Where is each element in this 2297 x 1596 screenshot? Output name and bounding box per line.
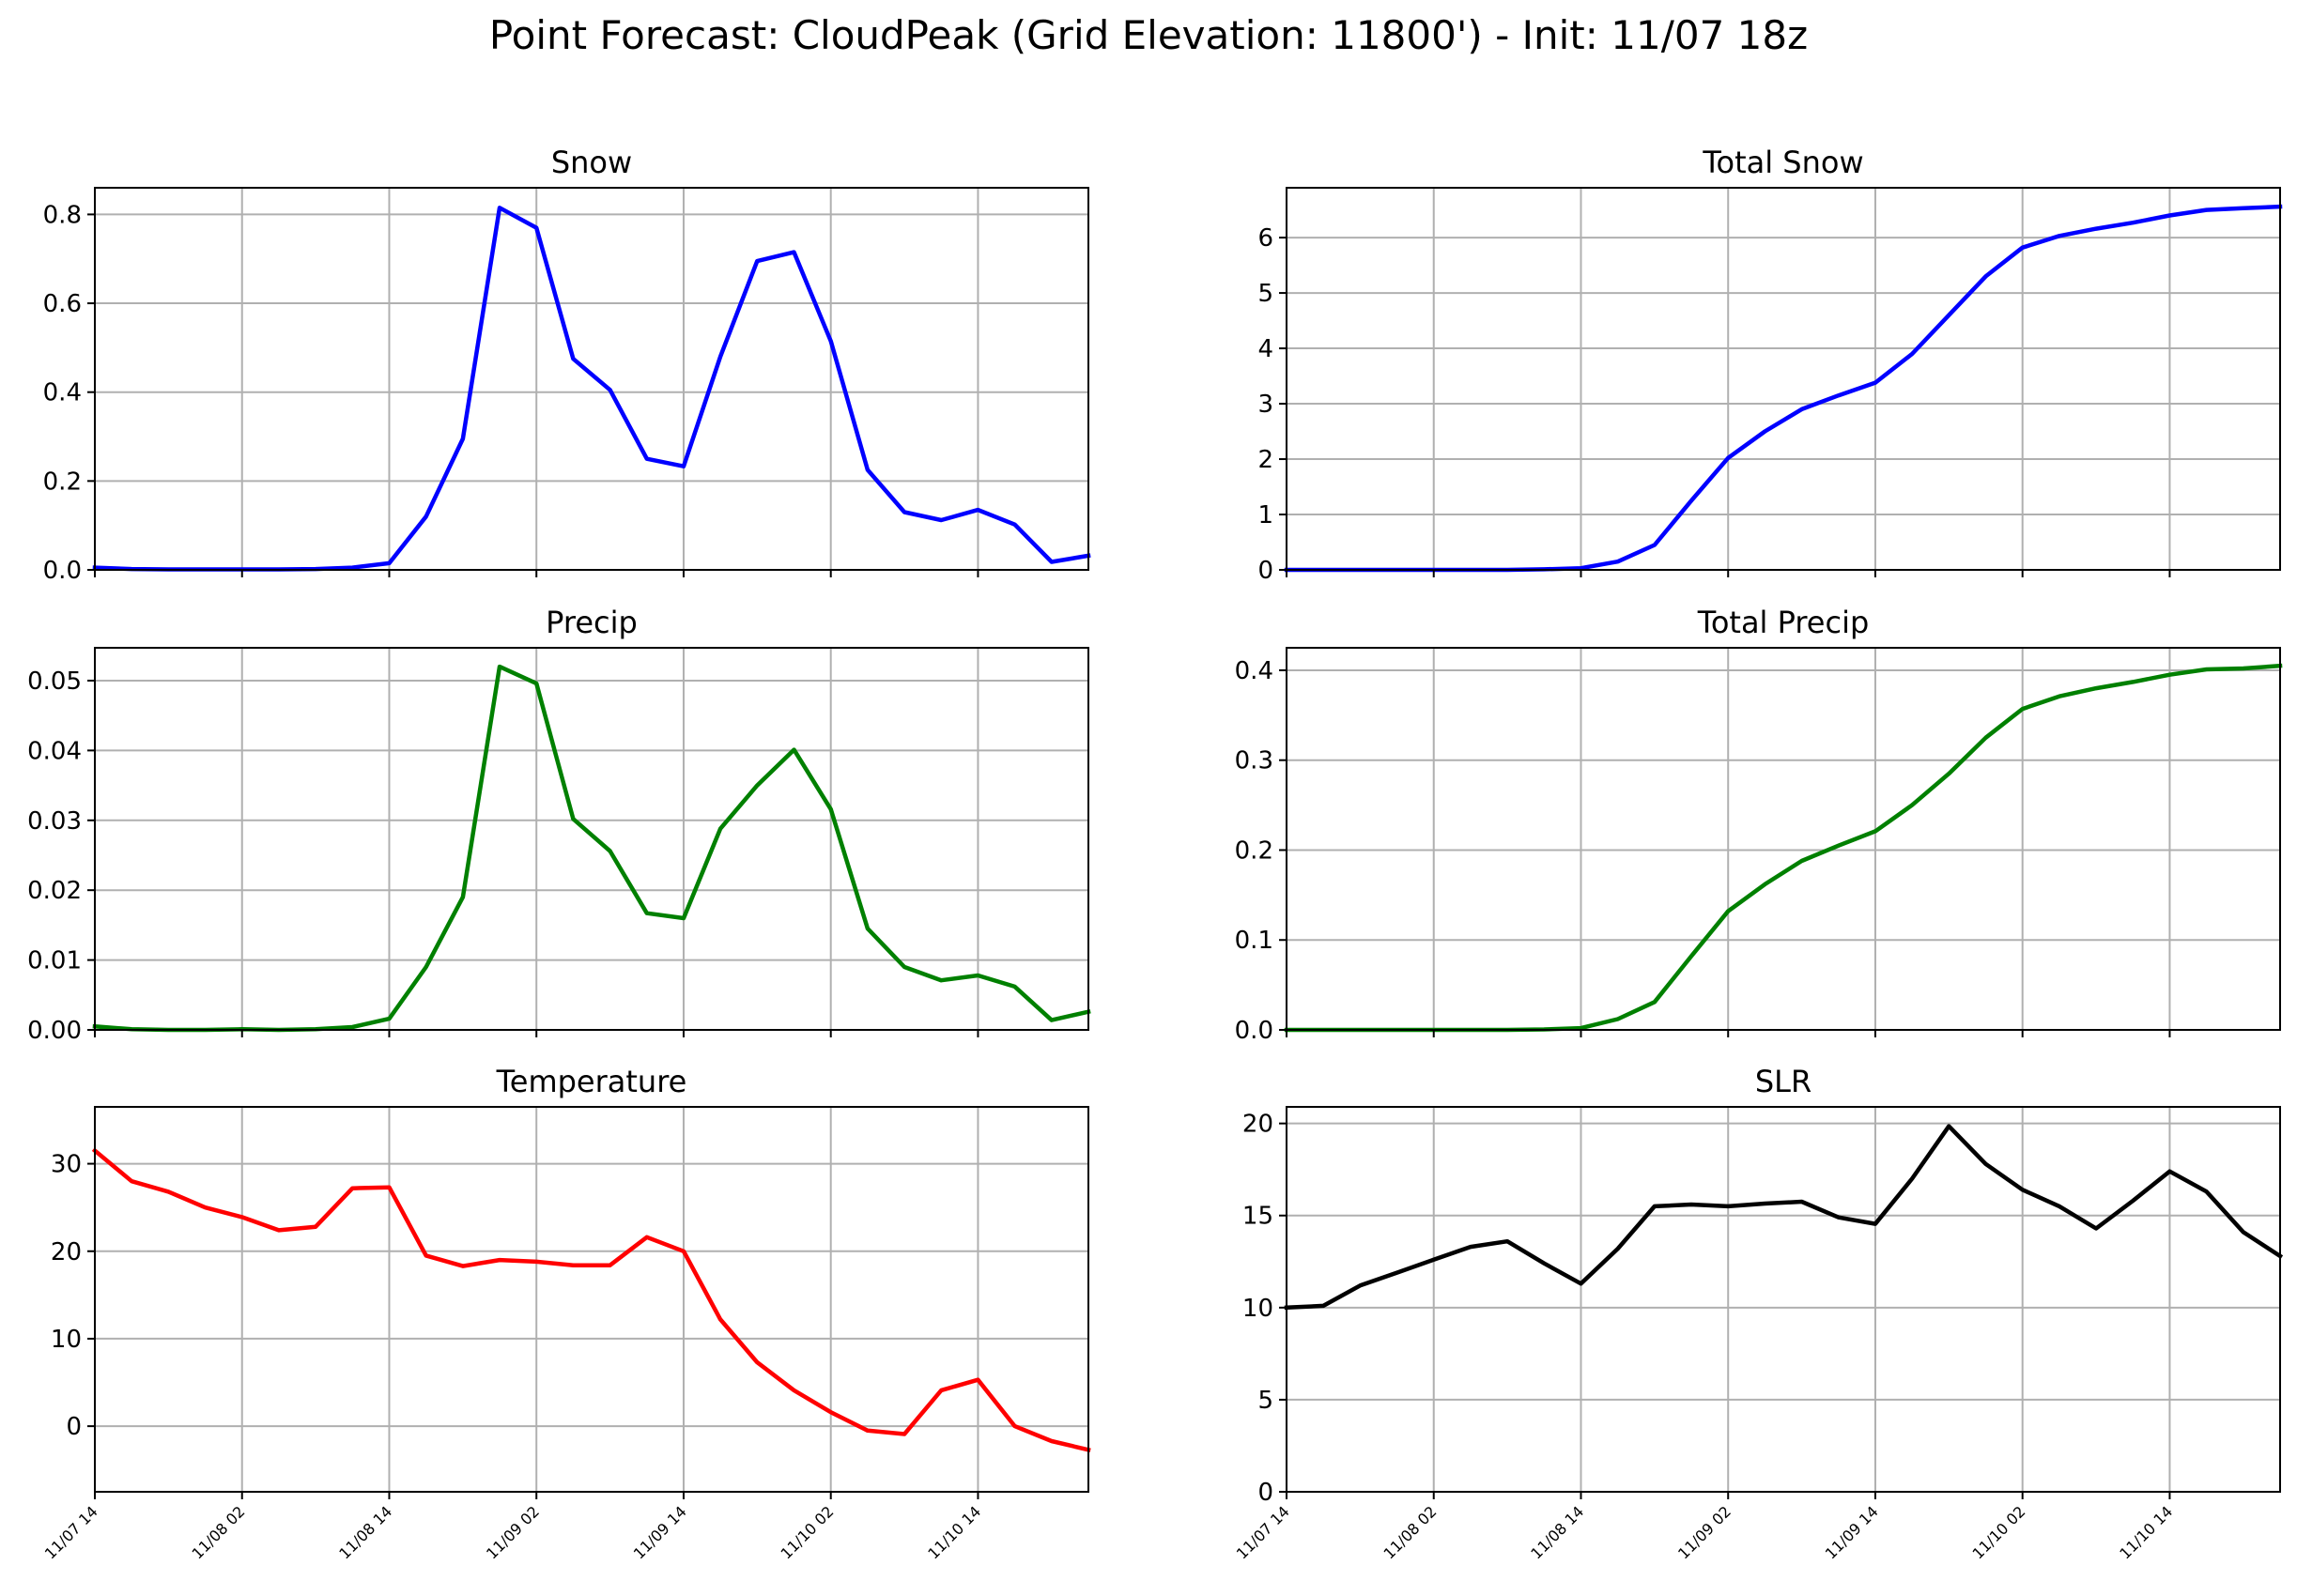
temperature-ytick-label: 0 xyxy=(66,1413,82,1441)
snow-ytick-label: 0.8 xyxy=(43,201,82,229)
panel-total-precip: 0.0 0.1 0.2 0.3 0.4 Total Precip xyxy=(1235,605,2283,1045)
slr-ytick-label: 5 xyxy=(1257,1387,1273,1415)
panel-snow: 0.0 0.2 0.4 0.6 0.8 Snow xyxy=(43,145,1091,585)
temperature-title: Temperature xyxy=(496,1064,687,1099)
total-snow-title: Total Snow xyxy=(1702,145,1863,180)
temperature-axes-frame xyxy=(94,1106,1089,1493)
total-snow-ytick-label: 5 xyxy=(1257,280,1273,308)
total-snow-ytick-label: 4 xyxy=(1257,335,1273,363)
snow-axes-frame xyxy=(94,187,1089,571)
total-snow-ytick-label: 3 xyxy=(1257,391,1273,419)
precip-title: Precip xyxy=(546,605,638,640)
total-precip-ytick-label: 0.0 xyxy=(1235,1017,1273,1045)
temperature-ytick-label: 20 xyxy=(51,1238,82,1266)
temperature-ytick-label: 30 xyxy=(51,1151,82,1179)
precip-ytick-label: 0.05 xyxy=(27,668,82,696)
panel-precip: 0.00 0.01 0.02 0.03 0.04 0.05 Precip xyxy=(27,605,1091,1045)
total-precip-ytick-label: 0.1 xyxy=(1235,927,1273,955)
total-precip-ytick-label: 0.2 xyxy=(1235,836,1273,865)
slr-ytick-label: 0 xyxy=(1257,1479,1273,1507)
slr-title: SLR xyxy=(1755,1064,1811,1099)
precip-ytick-label: 0.02 xyxy=(27,877,82,905)
slr-series-line xyxy=(1284,1124,2284,1311)
figure-title: Point Forecast: CloudPeak (Grid Elevatio… xyxy=(489,12,1808,58)
precip-ytick-label: 0.03 xyxy=(27,807,82,836)
temperature-ytick-label: 10 xyxy=(51,1326,82,1354)
snow-title: Snow xyxy=(551,145,632,180)
slr-axes-frame xyxy=(1286,1106,2281,1493)
precip-axes-frame xyxy=(94,647,1089,1031)
precip-ytick-label: 0.00 xyxy=(27,1017,82,1045)
snow-ytick-label: 0.4 xyxy=(43,379,82,407)
temperature-series-line xyxy=(91,1147,1091,1453)
total-snow-ytick-label: 1 xyxy=(1257,501,1273,529)
total-snow-ytick-label: 0 xyxy=(1257,557,1273,585)
total-snow-axes-frame xyxy=(1286,187,2281,571)
total-snow-ytick-label: 6 xyxy=(1257,224,1273,253)
precip-ytick-label: 0.04 xyxy=(27,737,82,765)
total-precip-axes-frame xyxy=(1286,647,2281,1031)
total-precip-title: Total Precip xyxy=(1697,605,1870,640)
panel-total-snow: 0 1 2 3 4 5 6 Total Snow xyxy=(1257,145,2283,585)
snow-ytick-label: 0.0 xyxy=(43,557,82,585)
slr-ytick-label: 10 xyxy=(1242,1295,1273,1323)
total-precip-ytick-label: 0.3 xyxy=(1235,747,1273,775)
snow-ytick-label: 0.2 xyxy=(43,468,82,496)
total-precip-ytick-label: 0.4 xyxy=(1235,657,1273,685)
slr-ytick-label: 20 xyxy=(1242,1111,1273,1139)
precip-ytick-label: 0.01 xyxy=(27,947,82,975)
slr-ytick-label: 15 xyxy=(1242,1203,1273,1231)
total-snow-ytick-label: 2 xyxy=(1257,446,1273,474)
snow-ytick-label: 0.6 xyxy=(43,290,82,318)
